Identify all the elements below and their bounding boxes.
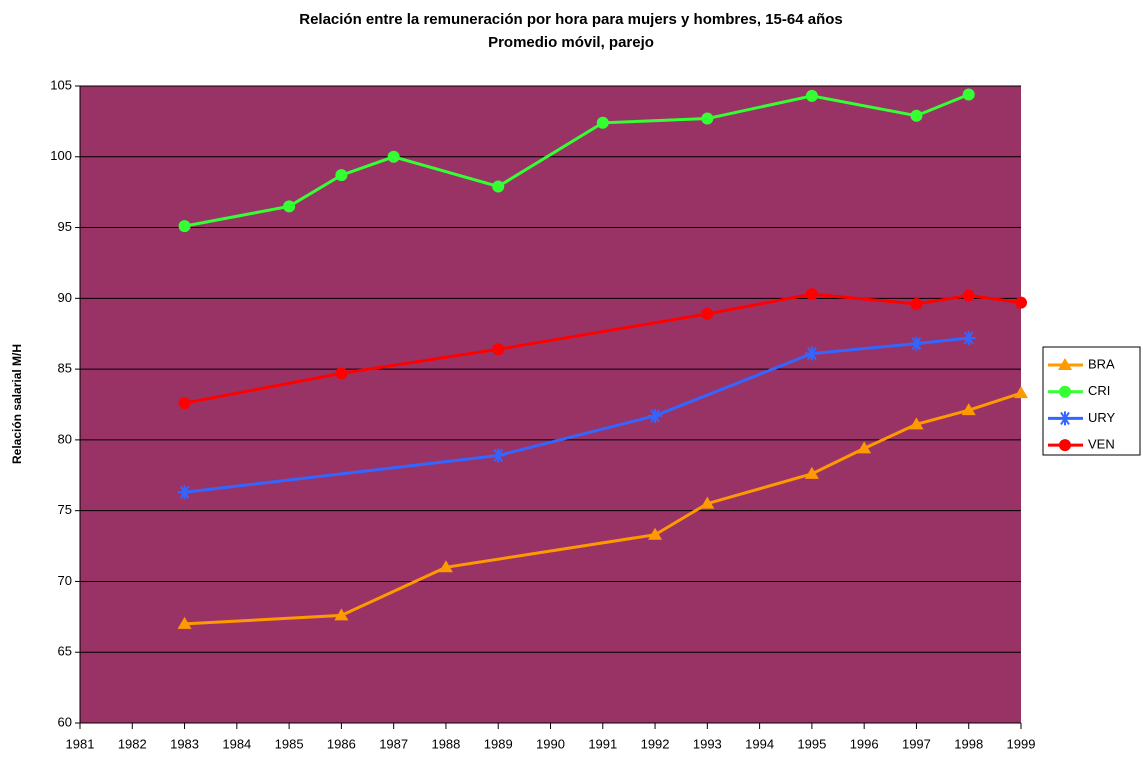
x-tick-label: 1997 — [902, 736, 931, 751]
marker — [804, 346, 819, 361]
marker — [700, 496, 715, 509]
y-tick-label: 85 — [58, 361, 72, 376]
x-tick-label: 1986 — [327, 736, 356, 751]
marker — [596, 116, 609, 129]
y-tick-label: 100 — [50, 148, 72, 163]
marker — [804, 466, 819, 479]
legend-label: BRA — [1088, 356, 1115, 371]
marker — [910, 297, 923, 310]
marker — [1059, 385, 1071, 398]
x-tick-label: 1994 — [745, 736, 774, 751]
x-tick-label: 1988 — [431, 736, 460, 751]
marker — [701, 112, 714, 125]
x-tick-label: 1981 — [66, 736, 95, 751]
y-tick-label: 65 — [58, 644, 72, 659]
marker — [857, 441, 872, 454]
y-tick-label: 105 — [50, 77, 72, 92]
marker — [491, 448, 506, 463]
x-tick-label: 1993 — [693, 736, 722, 751]
y-tick-label: 95 — [58, 219, 72, 234]
series-line — [184, 336, 969, 494]
marker — [648, 527, 663, 540]
series-line — [184, 93, 970, 228]
x-tick-label: 1991 — [588, 736, 617, 751]
series-line — [184, 391, 1022, 626]
y-tick-label: 80 — [58, 431, 72, 446]
x-tick-label: 1995 — [797, 736, 826, 751]
legend-label: URY — [1088, 410, 1116, 425]
marker — [492, 180, 505, 193]
chart-subtitle: Promedio móvil, parejo — [488, 34, 654, 51]
marker — [909, 336, 924, 351]
marker — [438, 560, 453, 573]
marker — [335, 169, 348, 182]
marker — [1015, 296, 1027, 309]
marker — [962, 289, 975, 302]
x-tick-label: 1998 — [954, 736, 983, 751]
marker — [961, 403, 976, 416]
marker — [1058, 358, 1072, 370]
x-tick-label: 1985 — [275, 736, 304, 751]
legend-label: CRI — [1088, 383, 1110, 398]
x-tick-label: 1987 — [379, 736, 408, 751]
marker — [648, 408, 663, 423]
marker — [177, 485, 192, 500]
x-tick-label: 1989 — [484, 736, 513, 751]
marker — [335, 367, 348, 380]
marker — [492, 343, 505, 356]
marker — [283, 200, 296, 213]
x-tick-label: 1984 — [222, 736, 251, 751]
marker — [910, 109, 923, 122]
plot-area — [80, 86, 1021, 723]
marker — [961, 330, 976, 345]
marker — [387, 150, 400, 163]
marker — [805, 89, 818, 102]
x-tick-label: 1992 — [641, 736, 670, 751]
marker — [962, 88, 975, 101]
marker — [805, 288, 818, 301]
marker — [178, 397, 191, 410]
series-line — [184, 292, 1022, 405]
marker — [178, 220, 191, 233]
marker — [1058, 411, 1072, 426]
y-tick-label: 60 — [58, 714, 72, 729]
marker — [1014, 386, 1028, 399]
marker — [177, 616, 192, 629]
legend: BRA CRI URY VEN — [1042, 346, 1141, 456]
marker — [909, 417, 924, 430]
y-tick-label: 75 — [58, 502, 72, 517]
y-tick-label: 70 — [58, 573, 72, 588]
marker — [1059, 439, 1071, 452]
x-tick-label: 1996 — [850, 736, 879, 751]
x-tick-label: 1990 — [536, 736, 565, 751]
chart-title: Relación entre la remuneración por hora … — [299, 11, 843, 28]
x-tick-label: 1983 — [170, 736, 199, 751]
x-tick-label: 1982 — [118, 736, 147, 751]
marker — [701, 307, 714, 320]
legend-label: VEN — [1088, 437, 1115, 452]
y-axis-label: Relación salarial M/H — [10, 344, 24, 464]
marker — [334, 608, 349, 621]
x-tick-label: 1999 — [1007, 736, 1036, 751]
y-tick-label: 90 — [58, 290, 72, 305]
